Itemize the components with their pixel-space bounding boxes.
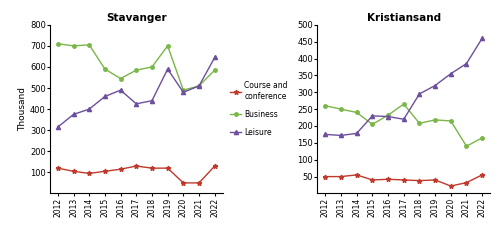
Course and
conference — [149, 167, 155, 170]
Business — [212, 69, 218, 72]
Leisure — [196, 84, 202, 87]
Business — [164, 44, 170, 47]
Business — [55, 42, 61, 45]
Course and
conference — [212, 165, 218, 168]
Business — [70, 44, 76, 47]
Course and
conference — [55, 167, 61, 170]
Leisure — [134, 102, 140, 105]
Business — [134, 69, 140, 72]
Course and
conference — [118, 168, 124, 171]
Y-axis label: Thousand: Thousand — [18, 87, 27, 131]
Leisure — [86, 108, 92, 111]
Leisure — [118, 89, 124, 92]
Line: Course and
conference: Course and conference — [56, 164, 217, 185]
Business — [196, 84, 202, 87]
Legend: Course and
conference, Business, Leisure: Course and conference, Business, Leisure — [230, 81, 288, 137]
Title: Kristiansand: Kristiansand — [366, 13, 441, 23]
Course and
conference — [134, 165, 140, 168]
Business — [180, 89, 186, 92]
Business — [86, 43, 92, 46]
Course and
conference — [102, 170, 108, 173]
Leisure — [180, 91, 186, 94]
Line: Business: Business — [56, 42, 216, 92]
Business — [118, 77, 124, 80]
Leisure — [55, 125, 61, 128]
Leisure — [164, 67, 170, 70]
Leisure — [149, 99, 155, 102]
Leisure — [70, 113, 76, 116]
Course and
conference — [196, 182, 202, 185]
Business — [102, 67, 108, 70]
Leisure — [102, 95, 108, 98]
Line: Leisure: Leisure — [56, 55, 217, 129]
Course and
conference — [180, 182, 186, 185]
Leisure — [212, 56, 218, 59]
Course and
conference — [164, 167, 170, 170]
Business — [149, 65, 155, 68]
Course and
conference — [70, 170, 76, 173]
Course and
conference — [86, 172, 92, 175]
Title: Stavanger: Stavanger — [106, 13, 166, 23]
